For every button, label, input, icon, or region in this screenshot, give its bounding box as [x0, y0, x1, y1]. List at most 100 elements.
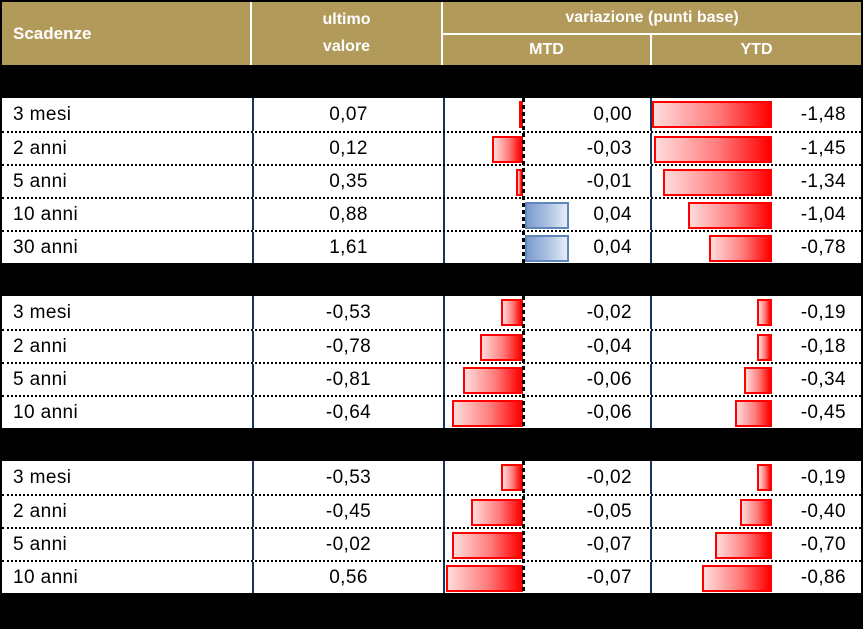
last-value-cell: -0,53	[252, 461, 443, 494]
ytd-value: -0,34	[800, 368, 846, 390]
ytd-data-bar	[757, 299, 772, 326]
mtd-zero-axis	[522, 98, 525, 263]
mtd-data-bar	[480, 334, 523, 361]
last-value-cell: 0,88	[252, 199, 443, 230]
ytd-value: -0,19	[800, 301, 846, 323]
ytd-cell: -1,04	[650, 199, 861, 230]
ytd-data-bar	[757, 334, 772, 361]
maturity-cell: 10 anni	[13, 566, 79, 588]
mtd-cell: 0,04	[443, 199, 650, 230]
mtd-zero-axis	[522, 461, 525, 593]
table-body: 3 mesi 0,07 0,00 -1,48 2 anni 0,12 -0,03 -1,45 5…	[2, 98, 861, 593]
mtd-data-bar	[492, 136, 523, 163]
mtd-cell: -0,02	[443, 296, 650, 329]
last-value-cell: -0,02	[252, 529, 443, 560]
maturity-cell: 2 anni	[13, 137, 68, 159]
ytd-value: -0,70	[800, 533, 846, 555]
mtd-cell: -0,04	[443, 331, 650, 362]
mtd-data-bar	[452, 400, 523, 427]
ytd-cell: -0,86	[650, 562, 861, 593]
maturity-cell: 5 anni	[13, 533, 68, 555]
maturity-cell: 3 mesi	[13, 466, 72, 488]
mtd-value: -0,02	[586, 301, 632, 323]
header-maturity: Scadenze	[2, 2, 252, 65]
ytd-cell: -0,70	[650, 529, 861, 560]
mtd-cell: -0,07	[443, 562, 650, 593]
table-row: 2 anni -0,45 -0,05 -0,40	[2, 494, 861, 527]
ytd-value: -0,19	[800, 466, 846, 488]
mtd-value: -0,07	[586, 566, 632, 588]
table-header: Scadenze ultimo valore variazione (punti…	[2, 2, 861, 65]
header-mtd: MTD	[529, 41, 564, 58]
mtd-value: 0,04	[593, 203, 632, 225]
ytd-value: -0,45	[800, 401, 846, 423]
table-row: 5 anni -0,81 -0,06 -0,34	[2, 362, 861, 395]
ytd-data-bar	[740, 499, 772, 526]
header-variation: variazione (punti base)	[443, 2, 861, 35]
maturity-cell: 10 anni	[13, 203, 79, 225]
last-value-cell: 0,35	[252, 166, 443, 197]
mtd-data-bar	[452, 532, 523, 559]
mtd-value: 0,00	[593, 103, 632, 125]
maturity-cell: 2 anni	[13, 335, 68, 357]
mtd-value: -0,03	[586, 137, 632, 159]
table-row: 5 anni -0,02 -0,07 -0,70	[2, 527, 861, 560]
header-variation-subcolumns: MTD YTD	[443, 35, 861, 65]
header-variation-group: variazione (punti base) MTD YTD	[443, 2, 861, 65]
ytd-data-bar	[652, 101, 772, 128]
ytd-value: -0,18	[800, 335, 846, 357]
last-value-cell: -0,53	[252, 296, 443, 329]
mtd-cell: -0,05	[443, 496, 650, 527]
maturity-cell: 30 anni	[13, 236, 79, 258]
table-row: 10 anni 0,88 0,04 -1,04	[2, 197, 861, 230]
mtd-data-bar	[446, 565, 523, 592]
ytd-value: -1,48	[800, 103, 846, 125]
mtd-value: 0,04	[593, 236, 632, 258]
maturity-cell: 10 anni	[13, 401, 79, 423]
header-last-value-line1: ultimo	[322, 11, 371, 28]
last-value-cell: -0,78	[252, 331, 443, 362]
ytd-value: -0,78	[800, 236, 846, 258]
ytd-cell: -0,18	[650, 331, 861, 362]
last-value-cell: -0,64	[252, 397, 443, 428]
mtd-value: -0,06	[586, 368, 632, 390]
mtd-value: -0,07	[586, 533, 632, 555]
mtd-value: -0,04	[586, 335, 632, 357]
ytd-value: -0,86	[800, 566, 846, 588]
ytd-value: -1,04	[800, 203, 846, 225]
ytd-cell: -0,19	[650, 296, 861, 329]
ytd-cell: -0,78	[650, 232, 861, 263]
ytd-data-bar	[702, 565, 772, 592]
maturity-cell: 3 mesi	[13, 103, 72, 125]
mtd-data-bar	[463, 367, 523, 394]
last-value-cell: -0,81	[252, 364, 443, 395]
maturity-cell: 3 mesi	[13, 301, 72, 323]
last-value-cell: 0,56	[252, 562, 443, 593]
mtd-cell: 0,04	[443, 232, 650, 263]
ytd-data-bar	[735, 400, 772, 427]
mtd-cell: -0,07	[443, 529, 650, 560]
ytd-value: -1,34	[800, 170, 846, 192]
ytd-data-bar	[663, 169, 772, 196]
table-row: 3 mesi 0,07 0,00 -1,48	[2, 98, 861, 131]
ytd-cell: -1,34	[650, 166, 861, 197]
table-row: 10 anni 0,56 -0,07 -0,86	[2, 560, 861, 593]
mtd-data-bar	[501, 299, 523, 326]
mtd-cell: -0,01	[443, 166, 650, 197]
table-row: 2 anni -0,78 -0,04 -0,18	[2, 329, 861, 362]
table-row: 2 anni 0,12 -0,03 -1,45	[2, 131, 861, 164]
ytd-data-bar	[709, 235, 772, 262]
table-row: 5 anni 0,35 -0,01 -1,34	[2, 164, 861, 197]
mtd-zero-axis	[522, 296, 525, 428]
mtd-value: -0,06	[586, 401, 632, 423]
table-row: 3 mesi -0,53 -0,02 -0,19	[2, 461, 861, 494]
ytd-data-bar	[715, 532, 772, 559]
table-row: 10 anni -0,64 -0,06 -0,45	[2, 395, 861, 428]
section-2: 3 mesi -0,53 -0,02 -0,19 2 anni -0,78 -0,04 -0,…	[2, 296, 861, 428]
last-value-cell: 1,61	[252, 232, 443, 263]
ytd-value: -1,45	[800, 137, 846, 159]
mtd-data-bar	[501, 464, 523, 491]
header-last-value: ultimo valore	[252, 2, 443, 65]
ytd-data-bar	[654, 136, 772, 163]
